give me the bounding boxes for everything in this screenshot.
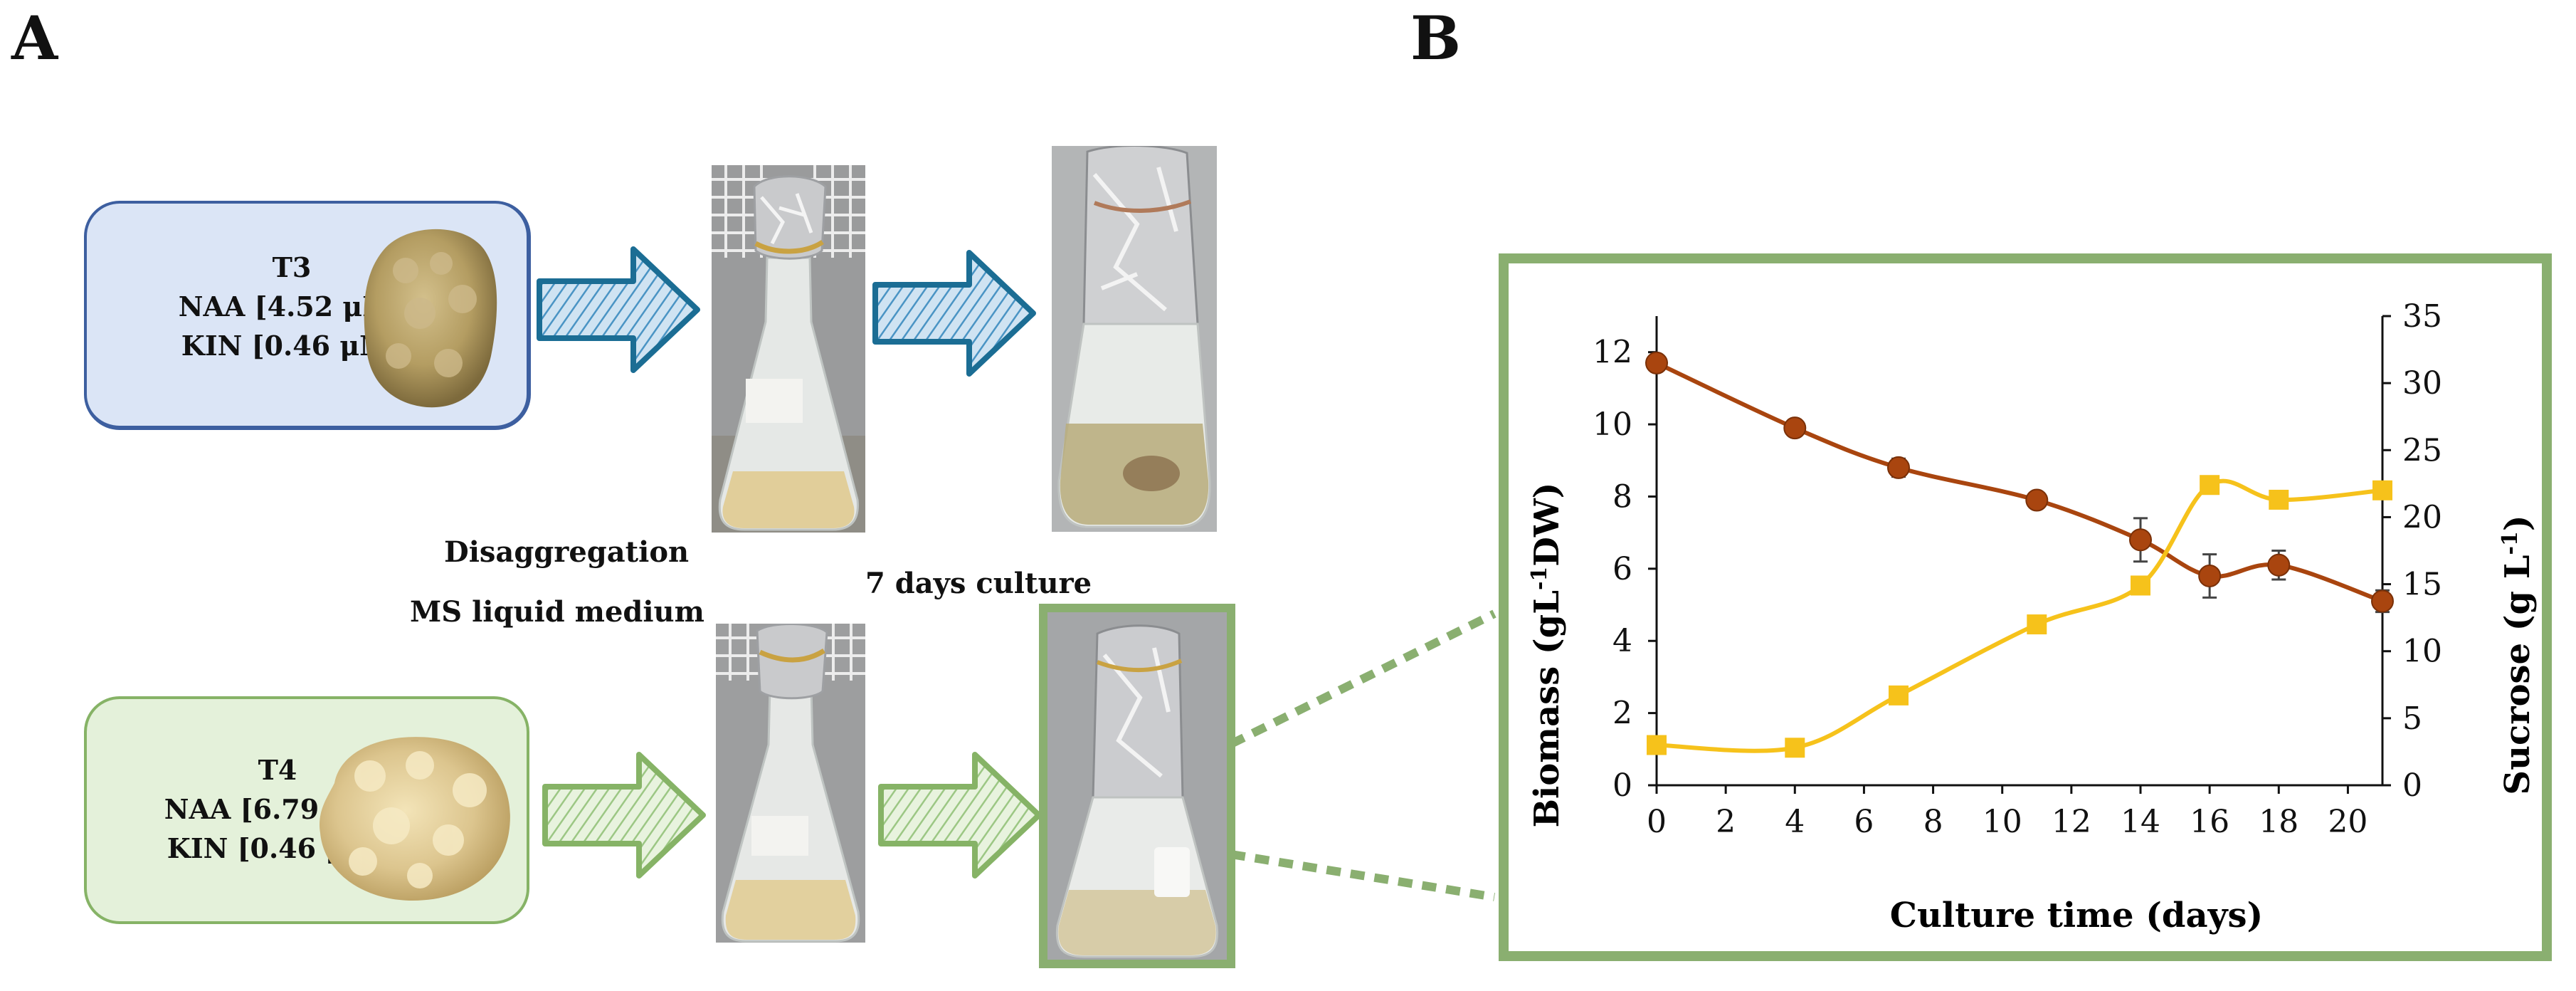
y-right-tick-label: 10 [2402, 634, 2442, 670]
x-tick-label: 0 [1647, 804, 1667, 840]
arrow-t3-2 [872, 250, 1036, 377]
arrow-t3-1 [537, 246, 700, 373]
zoom-connector-lines [1231, 609, 1496, 901]
x-tick-label: 18 [2259, 804, 2298, 840]
series-1-point [1887, 456, 1910, 479]
label-ms-liquid-medium: MS liquid medium [410, 595, 704, 629]
y-axis-left-label: Biomass (gL-1DW) [1527, 482, 1568, 827]
series-2-point [2131, 575, 2150, 596]
x-tick-label: 4 [1785, 804, 1805, 840]
series-2-point [1889, 685, 1909, 706]
flask-photo-t4-disaggregation [716, 624, 865, 943]
y-right-tick-label: 25 [2402, 432, 2442, 468]
series-1-point [2371, 589, 2394, 613]
flask-photo-t3-7days [1052, 146, 1217, 532]
panel-letter-b: B [1410, 3, 1461, 73]
series-2-point [1647, 735, 1667, 755]
y-left-tick-label: 0 [1612, 767, 1632, 804]
treatment-t4-name: T4 [258, 754, 297, 786]
x-tick-label: 20 [2328, 804, 2368, 840]
x-tick-label: 12 [2052, 804, 2091, 840]
label-7-days-culture: 7 days culture [865, 567, 1092, 600]
series-2-point [2027, 614, 2047, 635]
label-disaggregation: Disaggregation [444, 535, 690, 569]
treatment-t3-name: T3 [272, 251, 312, 283]
y-left-tick-label: 8 [1612, 478, 1632, 515]
x-tick-label: 2 [1716, 804, 1736, 840]
y-right-tick-label: 5 [2402, 701, 2422, 737]
series-2-line [1656, 478, 2383, 753]
y-right-tick-label: 35 [2402, 298, 2442, 335]
series-1-point [2129, 528, 2152, 552]
x-axis-label: Culture time (days) [1890, 896, 2263, 935]
series-2-point [2372, 480, 2392, 500]
series-1-point [1645, 351, 1668, 374]
series-2-point [1785, 738, 1805, 758]
y-left-tick-label: 10 [1593, 407, 1632, 443]
series-1-point [2267, 553, 2291, 577]
y-left-tick-label: 4 [1612, 623, 1632, 659]
y-right-tick-label: 20 [2402, 499, 2442, 535]
series-2-point [2269, 489, 2289, 510]
y-right-tick-label: 30 [2402, 365, 2442, 402]
y-left-tick-label: 2 [1612, 696, 1632, 732]
arrow-t4-1 [542, 752, 706, 879]
flask-photo-t4-7days [1039, 604, 1235, 968]
series-2-point [2200, 475, 2220, 496]
y-left-tick-label: 6 [1612, 551, 1632, 587]
y-left-tick-label: 12 [1593, 335, 1632, 371]
series-1-point [1783, 416, 1807, 440]
arrow-t4-2 [878, 752, 1042, 879]
biomass-sucrose-chart: 0 2 4 6 8 10 12 14 16 18 20 0 2 4 6 8 10 12 0 5 10 15 20 25 30 35… [1527, 298, 2538, 935]
callus-t4-image [320, 737, 510, 901]
x-tick-label: 10 [1983, 804, 2022, 840]
x-tick-label: 16 [2190, 804, 2229, 840]
x-tick-label: 6 [1854, 804, 1874, 840]
x-tick-label: 8 [1923, 804, 1943, 840]
callus-t3-image [364, 229, 497, 408]
y-axis-right-label: Sucrose (g L-1) [2498, 515, 2538, 795]
flask-photo-t3-disaggregation [712, 165, 865, 533]
y-right-tick-label: 15 [2402, 567, 2442, 603]
series-1-point [2025, 488, 2049, 512]
y-right-tick-label: 0 [2402, 767, 2422, 804]
x-tick-label: 14 [2121, 804, 2160, 840]
panel-letter-a: A [11, 3, 58, 73]
chart-frame [1499, 253, 2552, 961]
series-1-point [2198, 564, 2222, 587]
chart-axes: 0 2 4 6 8 10 12 14 16 18 20 0 2 4 6 8 10 12 0 5 10 15 20 25 30 35 [1593, 298, 2442, 840]
chart-series [1645, 351, 2394, 758]
